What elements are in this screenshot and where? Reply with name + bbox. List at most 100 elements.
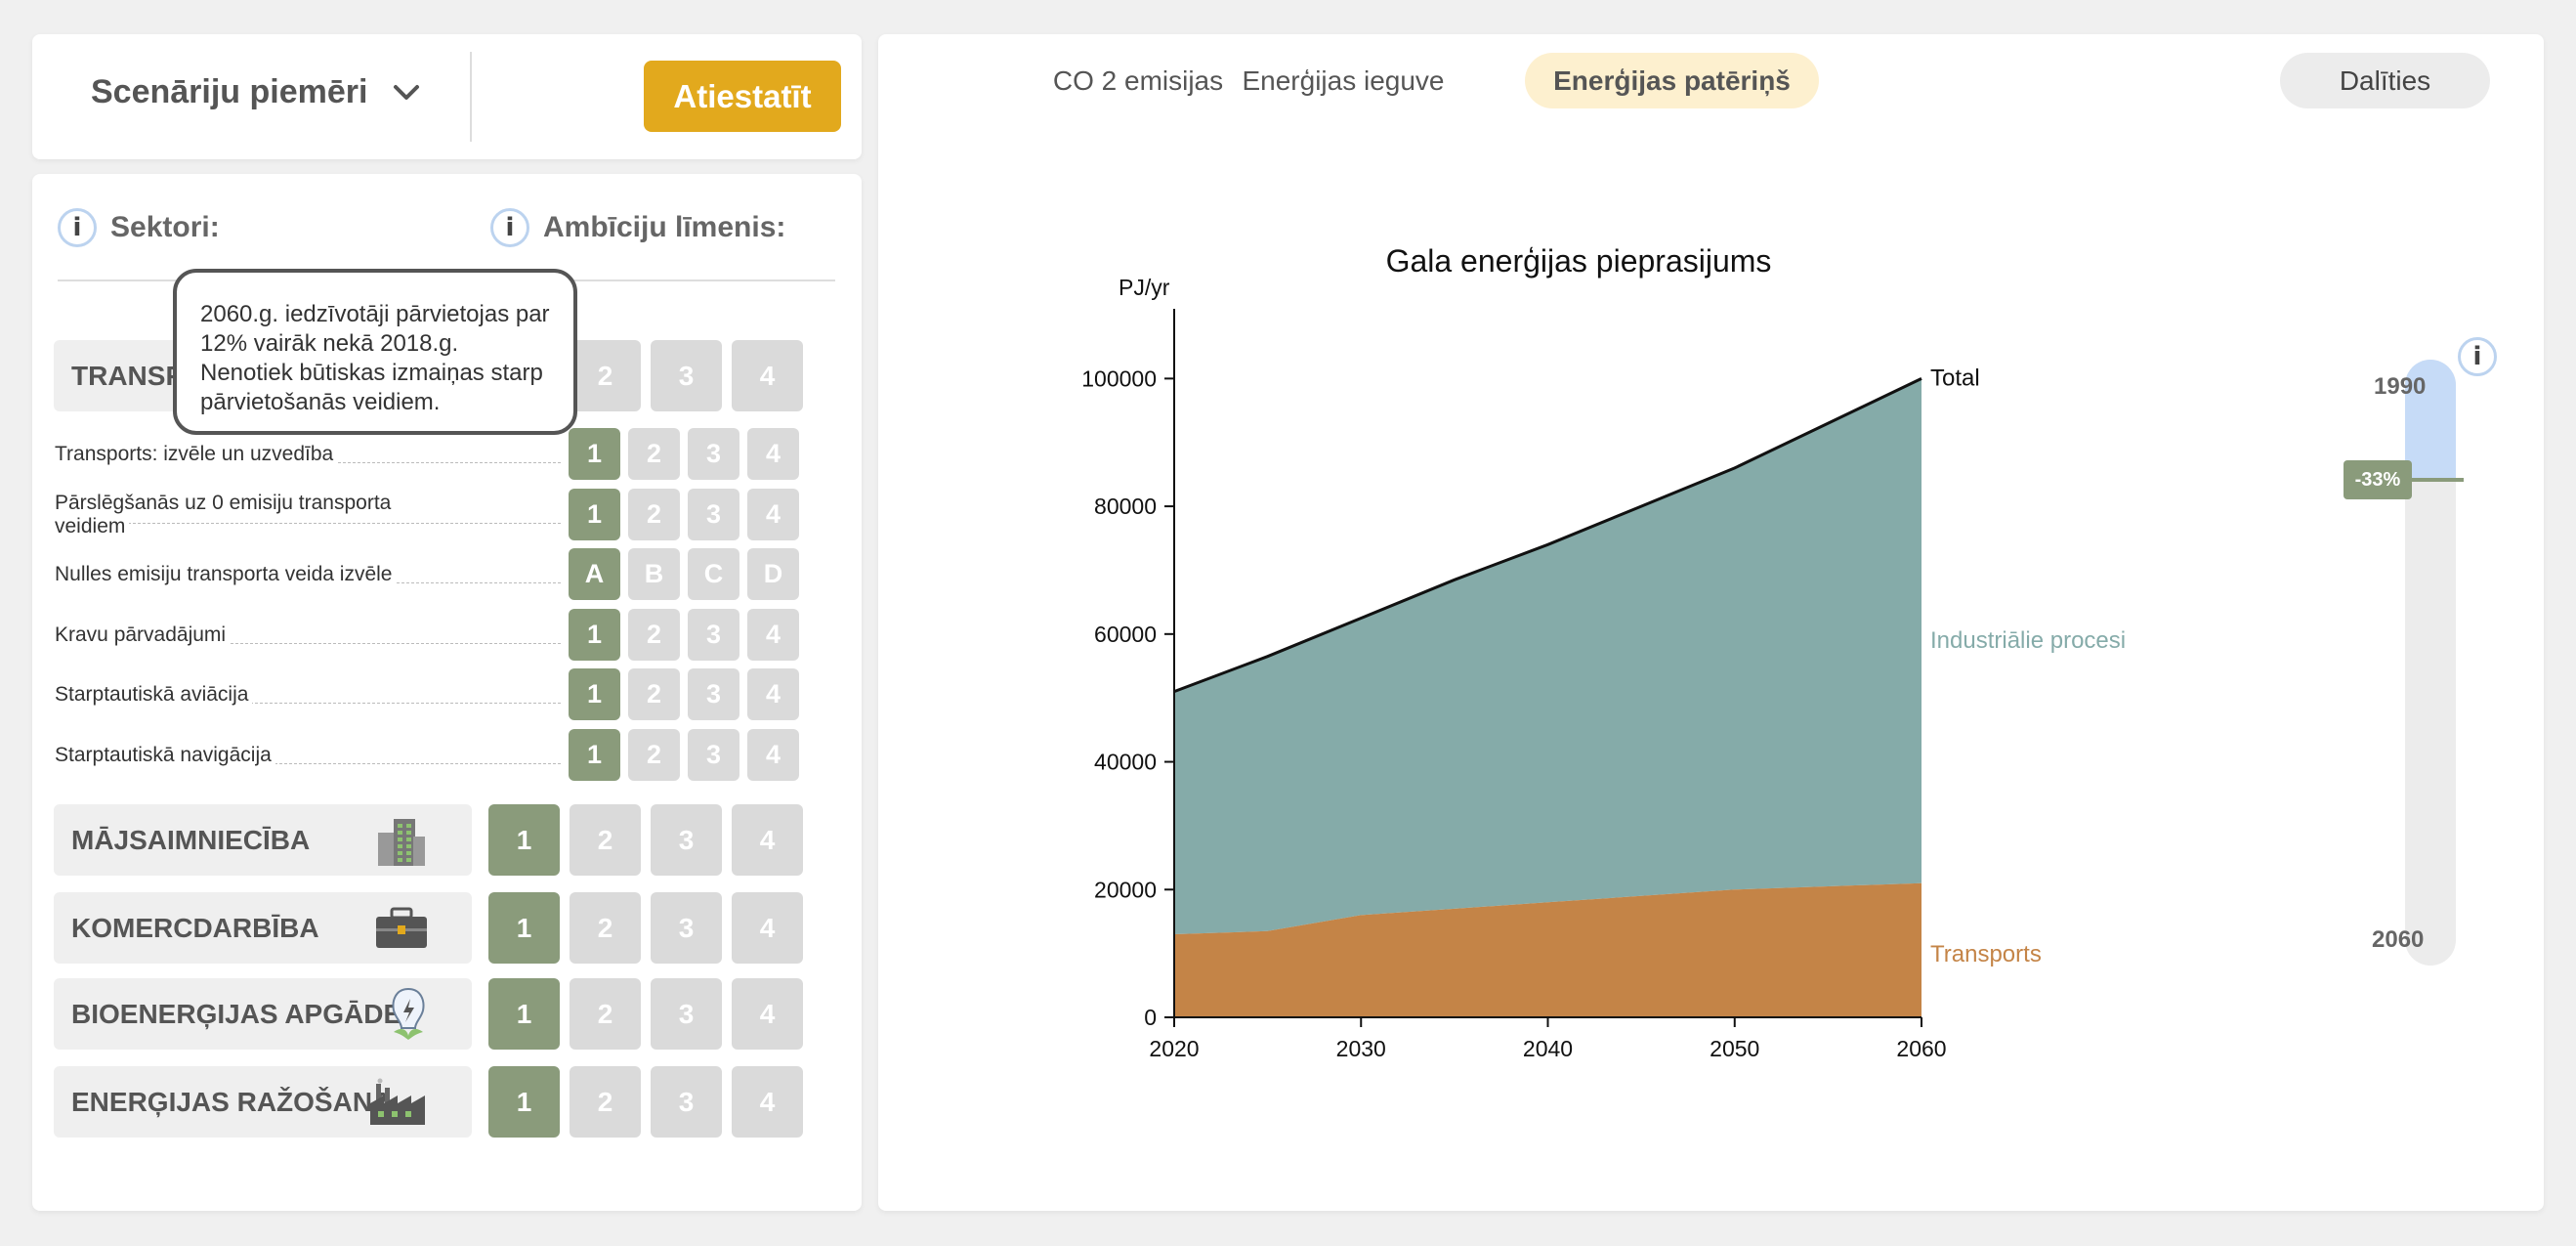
ambition-header: i Ambīciju līmenis:: [490, 208, 785, 247]
reduction-badge: -33%: [2344, 460, 2412, 499]
sub-lever-level-button[interactable]: B: [628, 548, 680, 600]
info-icon[interactable]: i: [58, 208, 97, 247]
sub-lever-level-button[interactable]: 3: [688, 428, 739, 480]
ambition-level-button[interactable]: 3: [651, 1066, 722, 1138]
ambition-level-button[interactable]: 3: [651, 804, 722, 876]
sub-lever-level-button[interactable]: 3: [688, 489, 739, 540]
ambition-level-button[interactable]: 4: [732, 1066, 803, 1138]
gauge-bottom-year: 2060: [2372, 926, 2425, 953]
sector-label: ENERĢIJAS RAŽOŠANA: [71, 1086, 393, 1117]
y-axis-label: PJ/yr: [1119, 275, 1170, 300]
sub-lever-label[interactable]: Starptautiskā aviācija: [55, 683, 553, 707]
dotted-leader: [55, 763, 561, 764]
ambition-level-button[interactable]: 1: [488, 1066, 560, 1138]
emissions-gauge: [2405, 360, 2464, 966]
info-icon[interactable]: i: [490, 208, 529, 247]
x-tick-label: 2060: [1896, 1036, 1946, 1061]
tab-energy-consumption[interactable]: Enerģijas patēriņš: [1525, 53, 1819, 108]
sub-lever-level-button[interactable]: 2: [628, 609, 680, 661]
dotted-leader: [55, 523, 561, 524]
series-line-total: [1173, 377, 1922, 694]
tab-energy-production[interactable]: Enerģijas ieguve: [1242, 64, 1445, 96]
series-area-industry: [1174, 378, 1921, 934]
tab-co2-emissions[interactable]: CO 2 emisijas: [1052, 64, 1224, 96]
sub-lever-level-button[interactable]: 4: [747, 428, 799, 480]
sub-lever-level-button[interactable]: 2: [628, 729, 680, 781]
sub-lever-level-button[interactable]: 4: [747, 609, 799, 661]
sub-lever-text: Nulles emisiju transporta veida izvēle: [55, 563, 397, 585]
sectors-panel: i Sektori: i Ambīciju līmenis: TRANSPORT…: [32, 174, 862, 1211]
ambition-level-button[interactable]: 4: [732, 804, 803, 876]
y-tick-label: 40000: [1094, 750, 1157, 775]
x-tick-label: 2050: [1710, 1036, 1759, 1061]
ambition-level-button[interactable]: 3: [651, 340, 722, 411]
sub-lever-level-button[interactable]: 1: [569, 609, 620, 661]
sub-lever-label[interactable]: Pārslēgšanās uz 0 emisiju transporta vei…: [55, 492, 416, 538]
ambition-level-button[interactable]: 1: [488, 892, 560, 964]
sub-lever-level-button[interactable]: 1: [569, 729, 620, 781]
sector-label: KOMERCDARBĪBA: [71, 912, 319, 943]
gauge-top-year: 1990: [2374, 373, 2427, 400]
sub-lever-level-button[interactable]: 1: [569, 668, 620, 720]
sub-lever-level-button[interactable]: 2: [628, 668, 680, 720]
y-tick-label: 100000: [1081, 365, 1157, 391]
sub-lever-text: Kravu pārvadājumi: [55, 623, 231, 646]
ambition-level-button[interactable]: 1: [488, 978, 560, 1050]
dotted-leader: [55, 643, 561, 644]
ambition-level-button[interactable]: 2: [570, 340, 641, 411]
ambition-level-button[interactable]: 2: [570, 804, 641, 876]
sectors-header-label: Sektori:: [110, 211, 220, 243]
sub-lever-level-button[interactable]: 3: [688, 668, 739, 720]
ambition-level-button[interactable]: 3: [651, 892, 722, 964]
sub-lever-level-button[interactable]: D: [747, 548, 799, 600]
sub-lever-level-button[interactable]: 2: [628, 428, 680, 480]
sub-lever-text: Starptautiskā aviācija: [55, 683, 253, 706]
sector-2[interactable]: KOMERCDARBĪBA: [54, 892, 472, 964]
chart-title: Gala enerģijas pieprasijums: [1386, 243, 1772, 279]
scenario-dropdown-label: Scenāriju piemēri: [91, 73, 368, 110]
reset-button[interactable]: Atiestatīt: [644, 61, 841, 132]
y-tick-label: 60000: [1094, 622, 1157, 647]
sub-lever-level-button[interactable]: 3: [688, 609, 739, 661]
x-tick-label: 2040: [1523, 1036, 1573, 1061]
ambition-level-button[interactable]: 2: [570, 892, 641, 964]
dotted-leader: [55, 703, 561, 704]
y-tick-label: 20000: [1094, 877, 1157, 902]
sub-lever-level-button[interactable]: 2: [628, 489, 680, 540]
sub-lever-level-button[interactable]: 4: [747, 489, 799, 540]
sector-4[interactable]: ENERĢIJAS RAŽOŠANA: [54, 1066, 472, 1138]
sub-lever-label[interactable]: Nulles emisiju transporta veida izvēle: [55, 563, 553, 586]
ambition-level-button[interactable]: 3: [651, 978, 722, 1050]
sector-label: MĀJSAIMNIECĪBA: [71, 824, 311, 855]
sector-3[interactable]: BIOENERĢIJAS APGĀDE: [54, 978, 472, 1050]
y-tick-label: 0: [1144, 1005, 1157, 1030]
ambition-level-button[interactable]: 2: [570, 1066, 641, 1138]
sub-lever-level-button[interactable]: 1: [569, 428, 620, 480]
ambition-level-button[interactable]: 2: [570, 978, 641, 1050]
sub-lever-level-button[interactable]: 3: [688, 729, 739, 781]
info-icon[interactable]: i: [2458, 337, 2497, 376]
ambition-level-button[interactable]: 4: [732, 978, 803, 1050]
scenario-dropdown[interactable]: Scenāriju piemēri: [91, 73, 420, 111]
sub-lever-level-button[interactable]: 4: [747, 729, 799, 781]
y-tick-label: 80000: [1094, 494, 1157, 519]
x-tick-label: 2020: [1149, 1036, 1199, 1061]
sub-lever-label[interactable]: Transports: izvēle un uzvedība: [55, 443, 553, 466]
ambition-level-button[interactable]: 4: [732, 892, 803, 964]
sub-lever-level-button[interactable]: 4: [747, 668, 799, 720]
series-label-transport: Transports: [1930, 941, 2042, 967]
x-tick-label: 2030: [1336, 1036, 1386, 1061]
sub-lever-label[interactable]: Starptautiskā navigācija: [55, 744, 553, 767]
sub-lever-label[interactable]: Kravu pārvadājumi: [55, 623, 553, 647]
sector-1[interactable]: MĀJSAIMNIECĪBA: [54, 804, 472, 876]
sub-lever-level-button[interactable]: 1: [569, 489, 620, 540]
sub-lever-level-button[interactable]: C: [688, 548, 739, 600]
share-button[interactable]: Dalīties: [2280, 53, 2490, 108]
ambition-level-button[interactable]: 1: [488, 804, 560, 876]
gauge-fill: [2405, 360, 2456, 480]
sub-lever-level-button[interactable]: A: [569, 548, 620, 600]
divider: [470, 52, 472, 142]
gauge-marker: [2405, 478, 2464, 482]
ambition-level-button[interactable]: 4: [732, 340, 803, 411]
